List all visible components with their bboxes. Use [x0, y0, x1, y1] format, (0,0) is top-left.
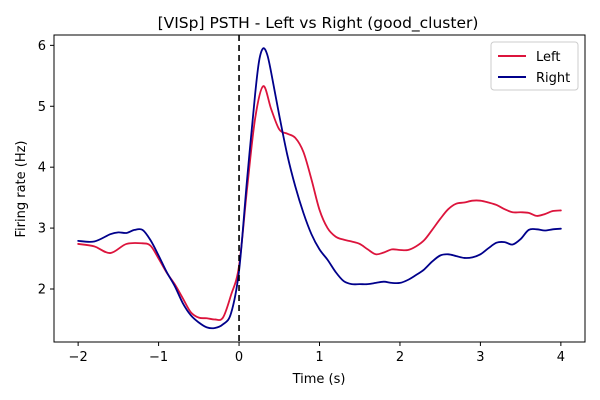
chart-title: [VISp] PSTH - Left vs Right (good_cluste…: [158, 14, 479, 33]
series-line-left: [77, 85, 562, 321]
legend-label-right: Right: [536, 71, 570, 86]
y-tick-label: 5: [38, 100, 46, 115]
x-tick-label: 1: [315, 350, 323, 365]
x-tick-label: 3: [476, 350, 484, 365]
y-tick-label: 4: [38, 161, 46, 176]
y-tick-label: 2: [38, 283, 46, 298]
y-axis: 2 3 4 5 6: [38, 39, 54, 298]
x-tick-label: 4: [557, 350, 565, 365]
x-axis-label: Time (s): [292, 372, 346, 387]
y-tick-label: 3: [38, 222, 46, 237]
x-tick-label: −1: [149, 350, 168, 365]
series-line-right: [77, 47, 562, 330]
x-tick-label: −2: [69, 350, 88, 365]
series-layer: [77, 47, 562, 330]
legend: Left Right: [490, 41, 579, 91]
y-axis-label: Firing rate (Hz): [14, 140, 29, 237]
y-tick-label: 6: [38, 39, 46, 54]
legend-label-left: Left: [536, 50, 560, 65]
x-axis: −2 −1 0 1 2 3 4: [69, 342, 565, 365]
x-tick-label: 2: [396, 350, 404, 365]
x-tick-label: 0: [235, 350, 243, 365]
